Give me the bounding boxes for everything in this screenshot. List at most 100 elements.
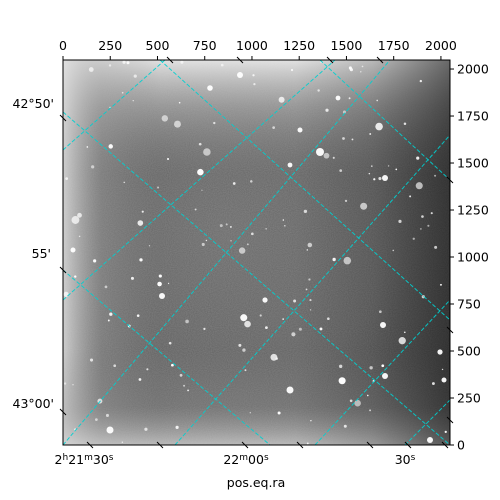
star (141, 210, 144, 213)
star (244, 369, 247, 372)
star (86, 146, 89, 148)
star (166, 157, 170, 161)
star (348, 66, 352, 70)
top-pixel-axis: 0 250 500 750 1000 1250 1500 1750 2000 (59, 38, 457, 60)
wcs-tick (404, 441, 412, 449)
top-tick-label: 0 (59, 38, 67, 53)
star (113, 364, 117, 368)
grid-line (159, 60, 450, 321)
right-tick-label: 1750 (457, 109, 489, 124)
ra-tick-label-1: 2h21m30s (55, 452, 114, 467)
star (310, 419, 312, 422)
star (434, 174, 437, 177)
star (434, 245, 438, 249)
star (132, 99, 134, 102)
grid-line (63, 60, 166, 151)
star (185, 319, 189, 324)
star (344, 199, 348, 203)
star (293, 299, 297, 303)
star (444, 430, 447, 434)
star (71, 216, 80, 224)
star (327, 317, 330, 321)
star (306, 442, 309, 445)
star (171, 363, 174, 367)
grid-line (314, 299, 450, 445)
bright-star (437, 349, 443, 355)
star (265, 228, 267, 230)
star (201, 189, 203, 191)
star (360, 202, 368, 210)
star (180, 60, 184, 64)
top-tick-label: 2000 (425, 38, 457, 53)
star (250, 180, 253, 183)
grid-line (174, 134, 450, 445)
star (201, 242, 205, 247)
star (109, 312, 113, 316)
star (251, 232, 254, 236)
star (230, 239, 232, 242)
star (392, 249, 395, 252)
star (107, 319, 110, 322)
star (123, 181, 126, 184)
star (349, 399, 353, 403)
star (317, 89, 320, 92)
star (88, 67, 94, 72)
x-axis-label: pos.eq.ra (227, 475, 285, 490)
star (378, 310, 382, 314)
star (138, 378, 142, 381)
top-tick-label: 1750 (378, 38, 410, 53)
star (161, 115, 169, 122)
star (371, 165, 373, 167)
bright-star (286, 386, 294, 394)
star (323, 152, 330, 159)
star (126, 61, 130, 65)
star (348, 97, 351, 100)
star (194, 208, 197, 211)
star (398, 337, 406, 345)
star (361, 65, 364, 68)
dec-tick-label-1: 42°50' (13, 96, 55, 111)
star (175, 425, 179, 429)
star (242, 348, 246, 352)
wcs-tick (296, 441, 304, 449)
star (366, 394, 369, 397)
star (225, 223, 228, 226)
star (168, 341, 172, 345)
bright-star (287, 162, 293, 168)
star (167, 282, 170, 285)
grid-line (63, 269, 271, 445)
star (144, 427, 148, 431)
star (91, 165, 95, 169)
star (305, 288, 308, 291)
star (137, 220, 144, 226)
star (72, 384, 74, 386)
star (369, 366, 373, 370)
bright-star (297, 127, 303, 133)
top-tick-label: 750 (193, 38, 217, 53)
bright-star (106, 426, 114, 434)
star (368, 172, 371, 175)
star (157, 186, 160, 189)
right-tick-label: 2000 (457, 62, 489, 77)
star (427, 224, 430, 227)
star (179, 373, 183, 377)
star (416, 156, 420, 160)
star (439, 283, 442, 286)
star (198, 142, 202, 146)
right-tick-label: 1000 (457, 250, 489, 265)
star (319, 327, 323, 331)
star (246, 243, 249, 246)
star (63, 382, 67, 385)
star (183, 384, 186, 387)
bright-star (207, 85, 213, 91)
star (232, 182, 236, 185)
star (325, 108, 329, 112)
star (178, 101, 181, 104)
star-field (63, 60, 447, 445)
right-tick-label: 750 (457, 297, 481, 312)
star (240, 314, 248, 322)
star (205, 239, 208, 242)
star (238, 343, 242, 347)
wcs-tick (366, 441, 374, 449)
star (342, 137, 345, 140)
